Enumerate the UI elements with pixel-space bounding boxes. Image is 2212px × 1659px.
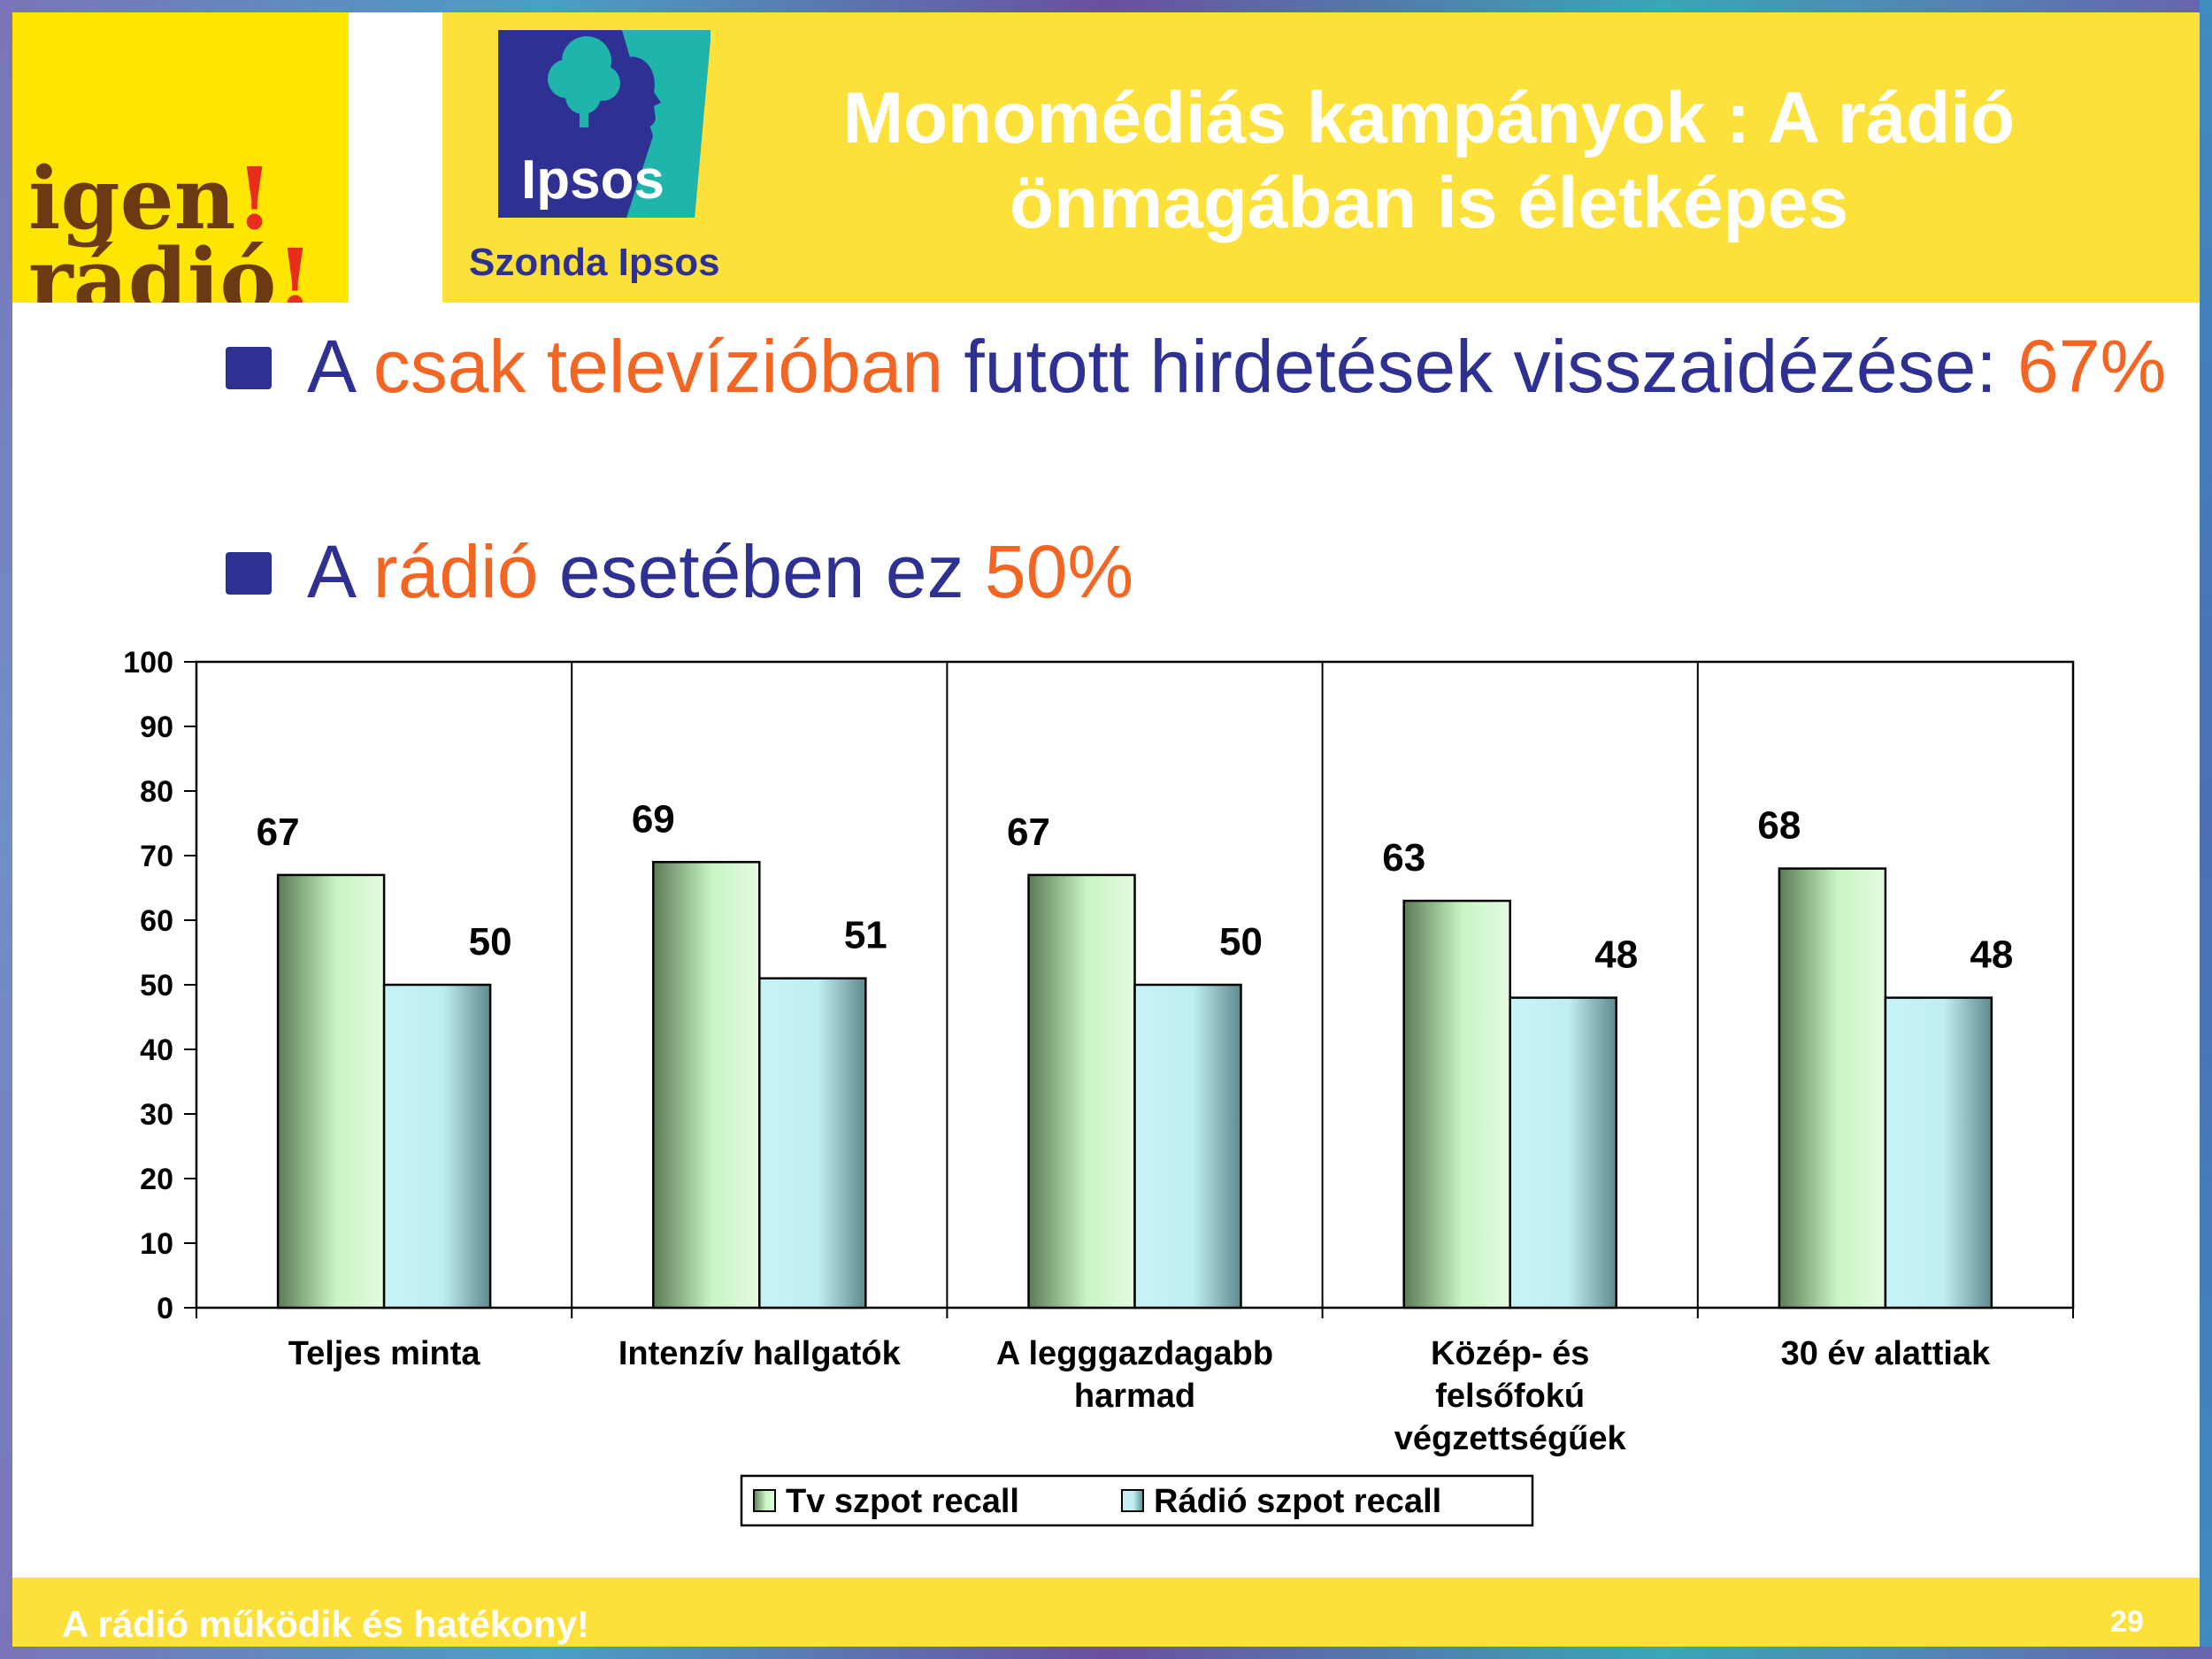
bullet-item: A rádió esetében ez 50% bbox=[226, 524, 2199, 619]
tv-bar bbox=[652, 861, 761, 1310]
x-category-label: 30 év alattiak bbox=[1781, 1335, 1991, 1372]
legend-radio-swatch bbox=[1121, 1489, 1144, 1512]
header-band bbox=[442, 12, 2200, 303]
y-tick-label: 10 bbox=[140, 1227, 173, 1261]
x-category-label: végzettségűek bbox=[1394, 1420, 1627, 1457]
y-tick-label: 20 bbox=[140, 1163, 173, 1196]
ipsos-logo: Ipsos bbox=[498, 30, 710, 218]
radio-bar bbox=[1133, 983, 1242, 1310]
y-tick-label: 70 bbox=[140, 840, 173, 873]
ipsos-logo-text: Ipsos bbox=[521, 150, 664, 211]
y-tick-label: 0 bbox=[157, 1292, 173, 1325]
frame-bottom-border bbox=[0, 1647, 2212, 1659]
tv-bar-value-label: 63 bbox=[1382, 836, 1425, 879]
footer-band bbox=[12, 1578, 2200, 1647]
x-category-label: Közép- és bbox=[1431, 1335, 1589, 1372]
tv-bar-value-label: 67 bbox=[257, 810, 300, 854]
igen-radio-logo: igen! rádió! bbox=[12, 12, 349, 303]
legend-tv-label: Tv szpot recall bbox=[786, 1483, 1019, 1520]
radio-bar bbox=[758, 977, 867, 1310]
header-gap bbox=[349, 12, 442, 303]
ipsos-subtitle: Szonda Ipsos bbox=[469, 241, 720, 284]
tv-bar bbox=[1027, 873, 1136, 1310]
page-number: 29 bbox=[2110, 1605, 2144, 1639]
face-profile-icon bbox=[622, 57, 661, 140]
y-tick-label: 50 bbox=[140, 969, 173, 1002]
radio-bar bbox=[382, 983, 492, 1310]
tv-bar bbox=[1402, 899, 1511, 1310]
y-tick-label: 30 bbox=[140, 1098, 173, 1132]
tv-bar-value-label: 68 bbox=[1757, 804, 1801, 848]
bar-chart: 0 10 20 30 40 50 60 70 80 90 100 67 50 Teljes minta 69… bbox=[0, 628, 2212, 1566]
tv-bar-value-label: 67 bbox=[1007, 810, 1050, 854]
slide-title: Monomédiás kampányok : A rádió önmagában… bbox=[842, 78, 2016, 243]
y-tick-label: 60 bbox=[140, 904, 173, 938]
x-category-label: felsőfokú bbox=[1435, 1378, 1585, 1415]
frame-left-border bbox=[0, 0, 12, 1659]
bullet-item: A csak televízióban futott hirdetések vi… bbox=[226, 319, 2199, 414]
x-category-label: Intenzív hallgatók bbox=[618, 1335, 902, 1372]
bullet-square-icon bbox=[226, 347, 272, 389]
radio-bar-value-label: 50 bbox=[469, 920, 512, 964]
y-tick-label: 100 bbox=[123, 646, 173, 680]
x-category-label: A legggazdagabb bbox=[996, 1335, 1273, 1372]
radio-bar-value-label: 48 bbox=[1594, 933, 1638, 977]
frame-right-border bbox=[2200, 0, 2212, 1659]
x-category-label: Teljes minta bbox=[288, 1335, 481, 1372]
radio-bar-value-label: 51 bbox=[844, 914, 887, 957]
radio-bar-value-label: 48 bbox=[1970, 933, 2013, 977]
legend-radio-label: Rádió szpot recall bbox=[1154, 1483, 1441, 1520]
legend-tv-swatch bbox=[753, 1489, 776, 1512]
radio-bar bbox=[1884, 996, 1993, 1310]
tv-bar-value-label: 69 bbox=[632, 797, 675, 841]
radio-bar bbox=[1509, 996, 1617, 1310]
tv-bar bbox=[1778, 867, 1887, 1310]
frame-top-border bbox=[0, 0, 2212, 12]
bar-chart-svg: 0 10 20 30 40 50 60 70 80 90 100 67 50 Teljes minta 69… bbox=[123, 646, 2075, 1527]
footer-text: A rádió működik és hatékony! bbox=[62, 1603, 589, 1645]
y-tick-label: 90 bbox=[140, 710, 173, 744]
y-tick-label: 80 bbox=[140, 775, 173, 809]
bullet-text: A rádió esetében ez 50% bbox=[307, 530, 1134, 613]
bullet-text: A csak televízióban futott hirdetések vi… bbox=[307, 325, 2167, 408]
tv-bar bbox=[276, 873, 386, 1310]
y-tick-label: 40 bbox=[140, 1033, 173, 1067]
igen-radio-logo-text: igen! rádió! bbox=[28, 149, 314, 303]
x-category-label: harmad bbox=[1074, 1378, 1195, 1415]
bullet-square-icon bbox=[226, 552, 272, 595]
tree-head-icon bbox=[548, 36, 620, 127]
radio-bar-value-label: 50 bbox=[1219, 920, 1263, 964]
